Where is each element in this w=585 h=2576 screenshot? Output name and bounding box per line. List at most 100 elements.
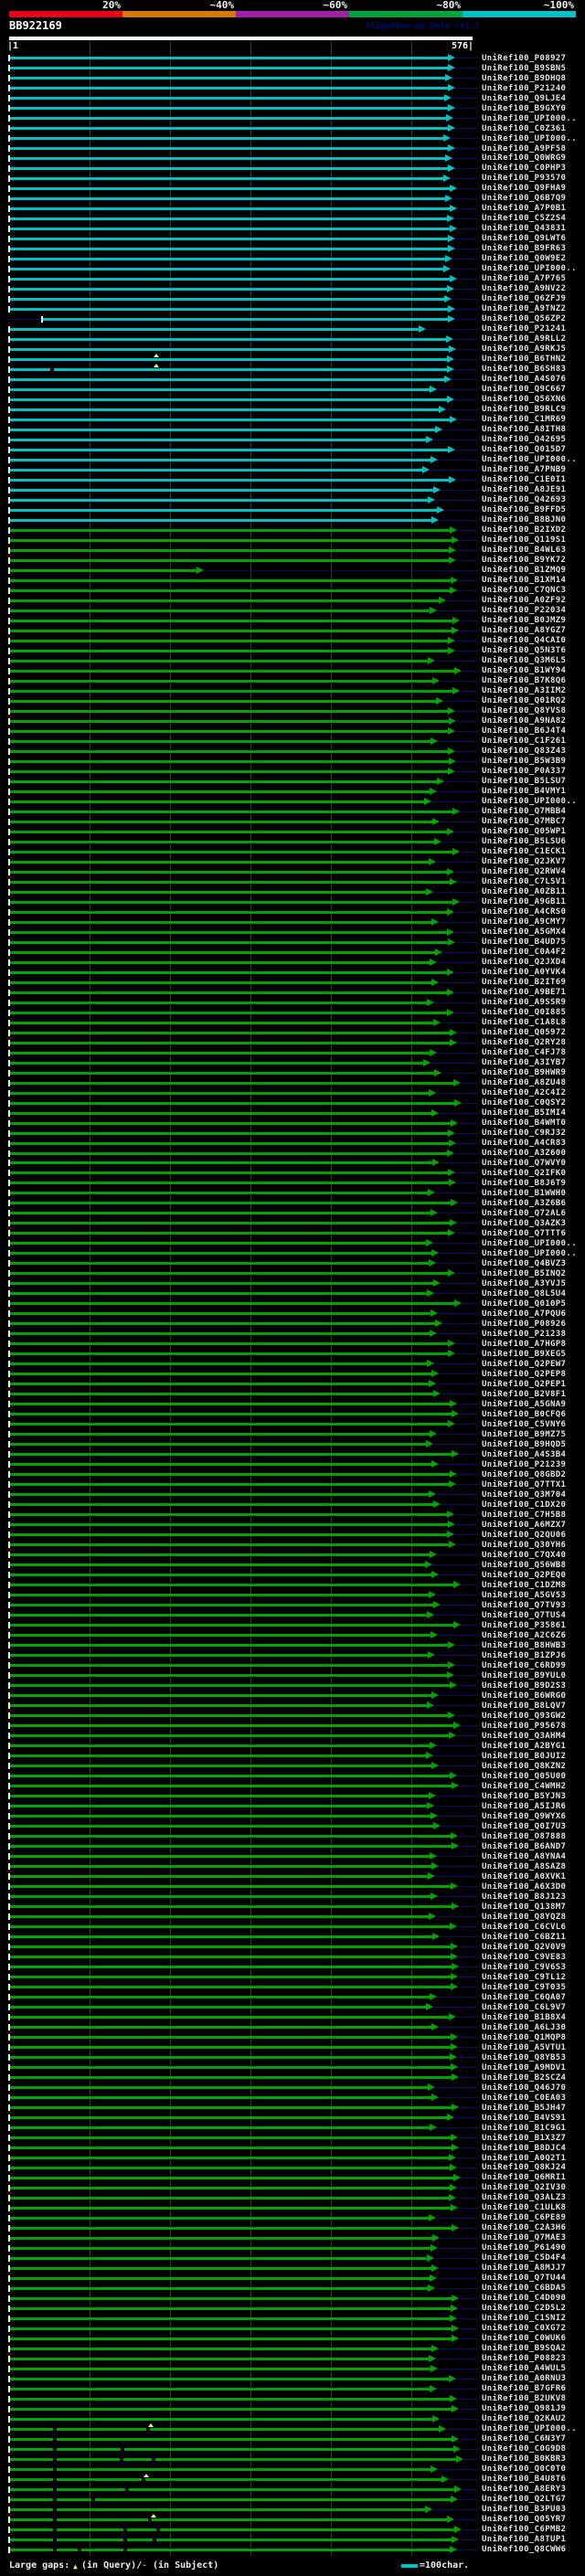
hit-bar[interactable] xyxy=(9,1895,431,1899)
hit-label[interactable]: UniRef100_B4UD75 xyxy=(482,938,567,948)
hit-label[interactable]: UniRef100_A3IYB7 xyxy=(482,1058,567,1067)
hit-label[interactable]: UniRef100_B4VS91 xyxy=(482,2113,567,2123)
hit-label[interactable]: UniRef100_Q43831 xyxy=(482,224,567,234)
hit-bar[interactable] xyxy=(9,428,435,431)
hit-label[interactable]: UniRef100_B9MZ75 xyxy=(482,1429,567,1439)
hit-bar[interactable] xyxy=(9,1222,450,1225)
hit-bar[interactable] xyxy=(9,2106,452,2109)
hit-bar[interactable] xyxy=(9,950,435,954)
hit-bar[interactable] xyxy=(9,156,445,160)
hit-bar[interactable] xyxy=(9,357,447,361)
hit-bar[interactable] xyxy=(9,830,447,833)
hit-label[interactable]: UniRef100_A9CMY7 xyxy=(482,917,567,928)
hit-label[interactable]: UniRef100_A0XVK1 xyxy=(482,1871,567,1882)
hit-label[interactable]: UniRef100_C7H5B8 xyxy=(482,1510,567,1520)
hit-bar[interactable] xyxy=(9,1765,431,1768)
hit-bar[interactable] xyxy=(9,1986,451,1988)
hit-label[interactable]: UniRef100_Q42693 xyxy=(482,495,567,505)
hit-label[interactable]: UniRef100_Q3M704 xyxy=(482,1489,567,1500)
hit-label[interactable]: UniRef100_Q2LTG7 xyxy=(482,2495,567,2505)
hit-bar[interactable] xyxy=(9,629,452,632)
hit-label[interactable]: UniRef100_A7PNB9 xyxy=(482,465,567,475)
hit-bar[interactable] xyxy=(9,2266,431,2270)
hit-bar[interactable] xyxy=(9,1704,427,1708)
hit-bar[interactable] xyxy=(9,538,452,542)
hit-label[interactable]: UniRef100_Q6ZFJ9 xyxy=(482,294,567,304)
hit-bar[interactable] xyxy=(9,1493,429,1497)
hit-bar[interactable] xyxy=(9,2126,430,2129)
hit-bar[interactable] xyxy=(9,458,431,461)
hit-label[interactable]: UniRef100_Q138M7 xyxy=(482,1902,567,1912)
hit-bar[interactable] xyxy=(9,1121,451,1125)
hit-bar[interactable] xyxy=(9,77,445,80)
hit-label[interactable]: UniRef100_B8J123 xyxy=(482,1892,567,1902)
hit-label[interactable]: UniRef100_C0XG72 xyxy=(482,2324,567,2334)
hit-label[interactable]: UniRef100_C9V6S3 xyxy=(482,1962,567,1972)
hit-bar[interactable] xyxy=(9,1574,431,1577)
hit-label[interactable]: UniRef100_Q2RWV4 xyxy=(482,867,567,877)
hit-bar[interactable] xyxy=(9,1885,451,1889)
hit-label[interactable]: UniRef100_B5YJN3 xyxy=(482,1791,567,1801)
hit-label[interactable]: UniRef100_C1DZM8 xyxy=(482,1580,567,1590)
hit-label[interactable]: UniRef100_C1F261 xyxy=(482,737,567,747)
hit-label[interactable]: UniRef100_B9FFD5 xyxy=(482,505,567,515)
hit-label[interactable]: UniRef100_P22034 xyxy=(482,606,567,616)
hit-bar[interactable] xyxy=(9,478,449,482)
hit-bar[interactable] xyxy=(9,398,447,401)
hit-label[interactable]: UniRef100_O87888 xyxy=(482,1831,567,1841)
hit-label[interactable]: UniRef100_Q0I885 xyxy=(482,1008,567,1017)
hit-bar[interactable] xyxy=(9,2477,441,2481)
hit-label[interactable]: UniRef100_A0ZF92 xyxy=(482,596,567,606)
hit-label[interactable]: UniRef100_UPI000.. xyxy=(482,797,577,807)
hit-bar[interactable] xyxy=(9,1553,430,1557)
hit-label[interactable]: UniRef100_Q2PEP1 xyxy=(482,1379,567,1389)
hit-label[interactable]: UniRef100_A8TUP1 xyxy=(482,2535,567,2545)
hit-label[interactable]: UniRef100_A6X3D0 xyxy=(482,1882,567,1892)
hit-bar[interactable] xyxy=(9,1111,431,1115)
hit-label[interactable]: UniRef100_P08927 xyxy=(482,53,567,63)
hit-label[interactable]: UniRef100_B9GXY0 xyxy=(482,103,567,113)
hit-label[interactable]: UniRef100_B2IT69 xyxy=(482,978,567,987)
hit-bar[interactable] xyxy=(9,1001,427,1004)
hit-bar[interactable] xyxy=(9,960,430,964)
hit-bar[interactable] xyxy=(9,810,452,813)
hit-label[interactable]: UniRef100_Q8YB53 xyxy=(482,2052,567,2062)
hit-label[interactable]: UniRef100_C4WMH2 xyxy=(482,1781,567,1791)
hit-label[interactable]: UniRef100_C0A4F2 xyxy=(482,948,567,958)
hit-bar[interactable] xyxy=(9,2066,451,2069)
hit-bar[interactable] xyxy=(9,2196,449,2200)
hit-bar[interactable] xyxy=(9,1192,428,1195)
hit-bar[interactable] xyxy=(9,2096,431,2099)
hit-bar[interactable] xyxy=(9,1433,430,1436)
hit-label[interactable]: UniRef100_Q6MRI1 xyxy=(482,2173,567,2183)
hit-label[interactable]: UniRef100_Q119S1 xyxy=(482,535,567,546)
hit-bar[interactable] xyxy=(9,1513,447,1517)
hit-bar[interactable] xyxy=(9,2367,431,2370)
hit-bar[interactable] xyxy=(9,227,450,230)
hit-bar[interactable] xyxy=(9,1021,433,1024)
hit-label[interactable]: UniRef100_A8MJJ7 xyxy=(482,2263,567,2274)
hit-label[interactable]: UniRef100_Q46J70 xyxy=(482,2083,567,2093)
hit-bar[interactable] xyxy=(9,910,447,914)
hit-bar[interactable] xyxy=(9,2176,453,2179)
hit-label[interactable]: UniRef100_Q9C667 xyxy=(482,385,567,395)
hit-label[interactable]: UniRef100_B1ZMQ9 xyxy=(482,566,567,576)
hit-label[interactable]: UniRef100_B9RLC9 xyxy=(482,405,567,415)
hit-bar[interactable] xyxy=(9,1373,431,1376)
hit-bar[interactable] xyxy=(9,217,447,220)
hit-bar[interactable] xyxy=(9,408,439,411)
hit-bar[interactable] xyxy=(9,1775,450,1778)
hit-label[interactable]: UniRef100_P21238 xyxy=(482,1329,567,1339)
hit-bar[interactable] xyxy=(9,669,454,673)
hit-label[interactable]: UniRef100_Q981J9 xyxy=(482,2404,567,2414)
hit-label[interactable]: UniRef100_Q05WP1 xyxy=(482,827,567,837)
hit-label[interactable]: UniRef100_C7QX40 xyxy=(482,1550,567,1560)
hit-label[interactable]: UniRef100_B1B8X4 xyxy=(482,2012,567,2022)
hit-label[interactable]: UniRef100_A8YGZ7 xyxy=(482,626,567,636)
hit-label[interactable]: UniRef100_B4WMT0 xyxy=(482,1118,567,1128)
hit-bar[interactable] xyxy=(9,860,429,864)
hit-label[interactable]: UniRef100_Q5N3T6 xyxy=(482,646,567,656)
hit-label[interactable]: UniRef100_B9HQD5 xyxy=(482,1439,567,1449)
hit-label[interactable]: UniRef100_A6LJ30 xyxy=(482,2022,567,2032)
hit-label[interactable]: UniRef100_B6THN2 xyxy=(482,355,567,365)
